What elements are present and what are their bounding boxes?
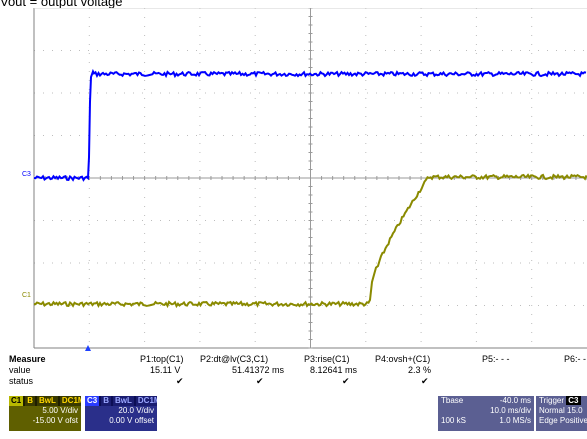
trigger-position-marker[interactable] <box>85 345 91 351</box>
p4-header[interactable]: P4:ovsh+(C1) <box>375 354 431 364</box>
trigger-label: Trigger <box>539 396 565 405</box>
c3-tag-b: B <box>101 396 112 406</box>
c3-offset: 0.00 V offset <box>109 416 154 425</box>
c1-offset: -15.00 V ofst <box>32 416 78 425</box>
value-label: value <box>9 365 31 375</box>
tbase-time-per-div: 10.0 ms/div <box>490 406 531 415</box>
p2-header[interactable]: P2:dt@lv(C3,C1) <box>200 354 269 364</box>
check-icon: ✔ <box>342 376 350 386</box>
timebase-descriptor[interactable]: Tbase -40.0 ms 10.0 ms/div 100 kS 1.0 MS/s <box>438 396 534 431</box>
grid-background <box>0 8 587 355</box>
c3-channel-descriptor[interactable]: C3BBwLDC1M 20.0 V/div 0.00 V offset <box>85 396 157 431</box>
trigger-mode: Normal <box>539 406 565 415</box>
c1-tag-bwl: BwL <box>37 396 58 406</box>
c1-volts-per-div: 5.00 V/div <box>42 406 78 415</box>
c3-tag-bwl: BwL <box>113 396 134 406</box>
c1-channel-tag: C1 <box>9 396 24 406</box>
c3-volts-per-div: 20.0 V/div <box>118 406 154 415</box>
tbase-label: Tbase <box>441 396 464 405</box>
tbase-delay: -40.0 ms <box>499 396 531 405</box>
c3-marker: C3 <box>22 171 31 178</box>
measure-panel: Measure P1:top(C1) P2:dt@lv(C3,C1) P3:ri… <box>0 354 587 404</box>
c1-trace <box>33 173 587 309</box>
trigger-level: 15.0 <box>567 406 583 415</box>
p1-header[interactable]: P1:top(C1) <box>140 354 184 364</box>
page-title: Vout = output voltage <box>0 0 123 9</box>
c3-trace <box>33 68 587 182</box>
waveform-grid[interactable]: C3 C1 <box>0 8 587 355</box>
p2-value: 51.41372 ms <box>232 365 285 375</box>
tbase-samples: 100 kS <box>441 416 466 425</box>
c3-tag-dc1m: DC1M <box>135 396 157 406</box>
p5-header[interactable]: P5:- - - <box>482 354 510 364</box>
tbase-sample-rate: 1.0 MS/s <box>499 416 531 425</box>
p3-value: 8.12641 ms <box>310 365 358 375</box>
oscilloscope-screen: C3 C1 Measure P1:top(C1) P2:dt@lv(C3,C1)… <box>0 8 587 439</box>
measure-header-row: Measure P1:top(C1) P2:dt@lv(C3,C1) P3:ri… <box>0 354 587 365</box>
check-icon: ✔ <box>421 376 429 386</box>
measure-status-row: status ✔ ✔ ✔ ✔ <box>0 376 587 387</box>
c1-marker: C1 <box>22 292 31 299</box>
c3-channel-tag: C3 <box>85 396 100 406</box>
c1-channel-descriptor[interactable]: C1BBwLDC1M 5.00 V/div -15.00 V ofst <box>9 396 81 431</box>
p6-header[interactable]: P6:- - <box>564 354 587 364</box>
p3-header[interactable]: P3:rise(C1) <box>304 354 350 364</box>
p1-value: 15.11 V <box>150 365 181 375</box>
check-icon: ✔ <box>256 376 264 386</box>
trigger-source-badge: C3 <box>566 396 581 405</box>
c1-tag-dc1m: DC1M <box>59 396 81 406</box>
trigger-slope: Positive <box>559 416 587 425</box>
p4-value: 2.3 % <box>408 365 432 375</box>
status-label: status <box>9 376 34 386</box>
check-icon: ✔ <box>176 376 184 386</box>
measure-title: Measure <box>9 354 46 364</box>
c1-tag-b: B <box>25 396 36 406</box>
trigger-type: Edge <box>539 416 558 425</box>
trigger-descriptor[interactable]: Trigger C3 Normal 15.0 Edge Positive <box>536 396 587 431</box>
measure-value-row: value 15.11 V 51.41372 ms 8.12641 ms 2.3… <box>0 365 587 376</box>
